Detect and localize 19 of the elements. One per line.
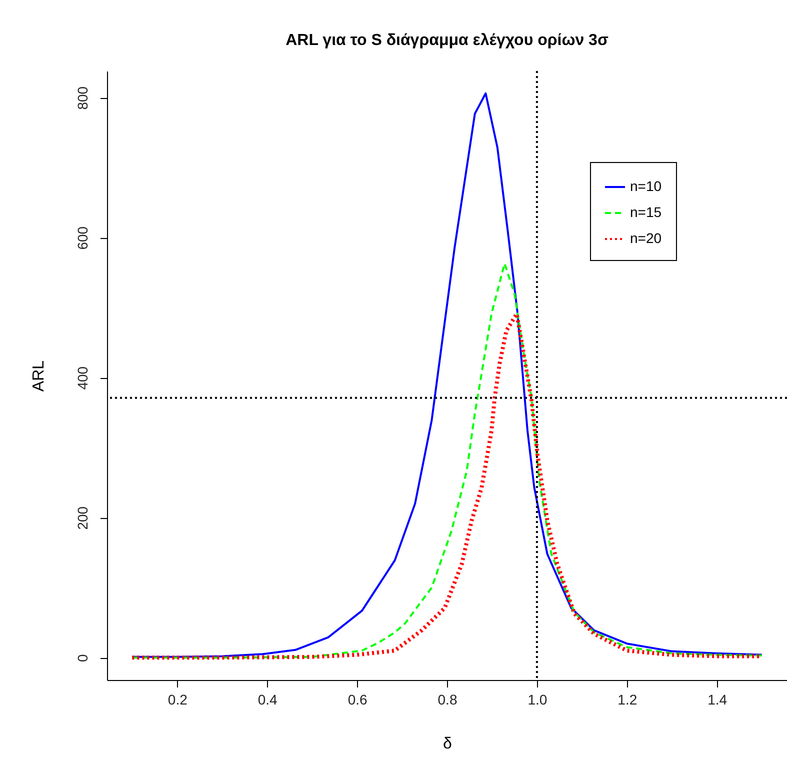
legend-label: n=15 bbox=[630, 204, 662, 220]
legend-label: n=20 bbox=[630, 230, 662, 246]
y-axis-title: ARL bbox=[30, 360, 48, 392]
y-tick-label: 600 bbox=[74, 226, 90, 250]
chart-title: ARL για το S διάγραμμα ελέγχου ορίων 3σ bbox=[286, 32, 608, 49]
x-tick-label: 1.2 bbox=[618, 692, 638, 708]
x-tick-label: 0.8 bbox=[438, 692, 458, 708]
line-series bbox=[131, 92, 763, 658]
y-tick-label: 200 bbox=[74, 506, 90, 530]
legend-label: n=10 bbox=[630, 178, 662, 194]
x-tick-label: 1.4 bbox=[708, 692, 728, 708]
x-tick-label: 0.6 bbox=[348, 692, 368, 708]
x-tick-label: 1.0 bbox=[528, 692, 548, 708]
x-axis-title: δ bbox=[443, 736, 452, 752]
y-tick-label: 0 bbox=[74, 654, 90, 662]
x-tick-label: 0.2 bbox=[168, 692, 188, 708]
y-tick-label: 400 bbox=[74, 366, 90, 390]
y-tick-label: 800 bbox=[74, 86, 90, 110]
x-tick-label: 0.4 bbox=[258, 692, 278, 708]
